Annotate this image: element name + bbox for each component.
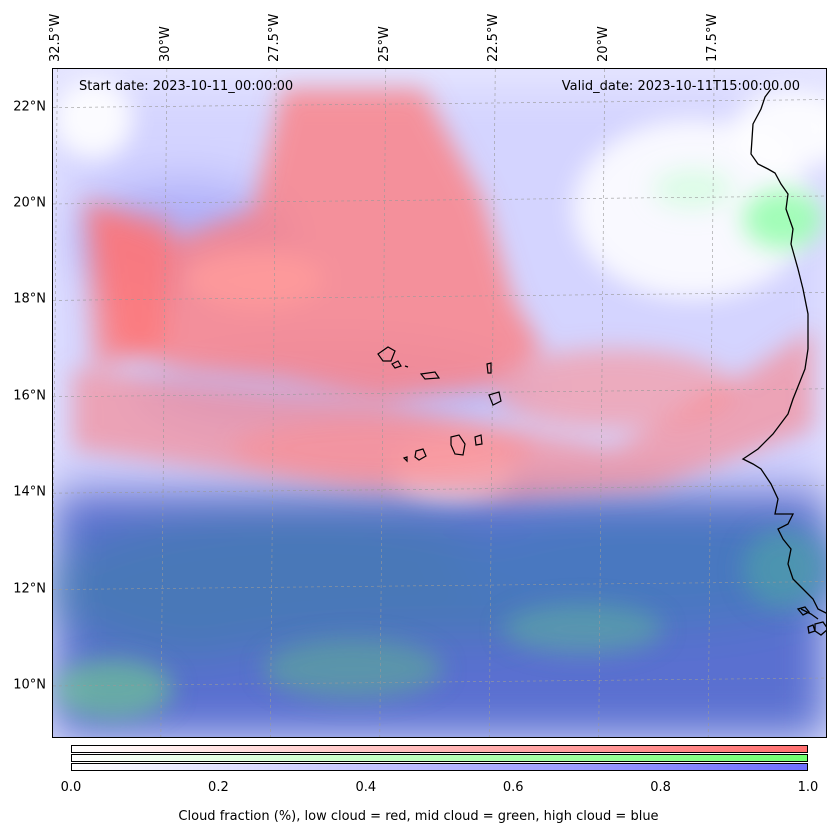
island-maio xyxy=(474,434,483,446)
colorbar-tick-label: 0.0 xyxy=(60,780,82,795)
colorbar xyxy=(71,745,808,771)
island-santa-luzia xyxy=(404,365,409,368)
longitude-label: 32.5°W xyxy=(48,13,64,62)
latitude-label: 20°N xyxy=(13,195,46,211)
island-sao-vicente xyxy=(391,360,402,369)
colorbar-label: Cloud fraction (%), low cloud = red, mid… xyxy=(178,809,659,824)
colorbar-tick-label: 0.8 xyxy=(650,780,671,795)
gridlines xyxy=(53,69,826,737)
longitude-label: 17.5°W xyxy=(705,13,721,62)
longitude-label: 30°W xyxy=(157,26,173,62)
latitude-label: 14°N xyxy=(13,484,46,500)
cloud-fraction-map xyxy=(53,69,826,737)
island-sao-nicolau xyxy=(419,371,441,380)
latitude-label: 18°N xyxy=(13,291,46,307)
start-date-label: Start date: 2023-10-11_00:00:00 xyxy=(79,79,294,94)
meridian-line xyxy=(707,69,715,737)
island-bissagos-2 xyxy=(796,606,811,616)
colorbar-tick-label: 0.4 xyxy=(355,780,377,795)
cape-verde-islands xyxy=(377,346,502,463)
island-bissagos-3 xyxy=(807,624,816,634)
latitude-label: 22°N xyxy=(13,99,46,115)
coastline-bissagos xyxy=(800,608,819,620)
colorbar-tick-label: 0.6 xyxy=(502,780,524,795)
longitude-label: 27.5°W xyxy=(267,13,283,62)
colorbar-high-cloud xyxy=(71,763,808,771)
meridian-line xyxy=(598,69,605,737)
longitude-label: 20°W xyxy=(595,26,611,62)
meridian-line xyxy=(379,69,387,737)
map-panel: Start date: 2023-10-11_00:00:00 Valid_da… xyxy=(52,68,827,738)
colorbar-tick-label: 1.0 xyxy=(797,780,819,795)
low-cloud-layer xyxy=(73,89,813,499)
meridian-line xyxy=(488,69,496,737)
latitude-label: 12°N xyxy=(13,581,46,597)
island-boa-vista xyxy=(488,391,502,406)
meridian-line xyxy=(160,69,168,737)
colorbar-mid-cloud xyxy=(71,754,808,762)
latitude-label: 10°N xyxy=(13,677,46,693)
island-fogo xyxy=(414,448,427,461)
colorbar-tick-label: 0.2 xyxy=(208,780,229,795)
longitude-label: 25°W xyxy=(376,26,392,62)
coastline-west-africa xyxy=(741,88,826,614)
valid-date-label: Valid_date: 2023-10-11T15:00:00.00 xyxy=(561,79,800,94)
mid-cloud-layer xyxy=(53,169,823,719)
island-santiago xyxy=(450,434,466,456)
island-santo-antao xyxy=(377,346,396,362)
island-brava xyxy=(402,456,408,463)
africa-coastline xyxy=(741,88,826,636)
longitude-label: 22.5°W xyxy=(486,13,502,62)
latitude-label: 16°N xyxy=(13,388,46,404)
colorbar-low-cloud xyxy=(71,745,808,753)
meridian-line xyxy=(270,69,277,737)
island-sal xyxy=(486,362,492,374)
